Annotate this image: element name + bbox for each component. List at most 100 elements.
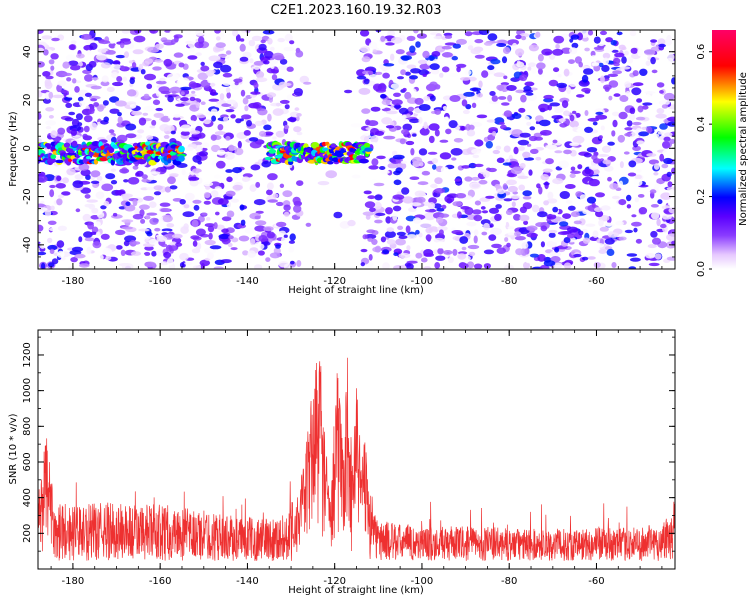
heatmap-cell — [375, 71, 383, 75]
heatmap-cell — [224, 152, 235, 160]
heatmap-cell — [546, 144, 557, 150]
heatmap-cell — [433, 203, 442, 209]
heatmap-cell — [51, 258, 59, 265]
heatmap-cell — [127, 177, 140, 185]
heatmap-cell — [290, 260, 295, 265]
heatmap-cell — [607, 141, 615, 146]
heatmap-cell — [184, 261, 193, 266]
heatmap-cell — [470, 169, 478, 176]
heatmap-cell — [173, 52, 184, 58]
heatmap-cell — [370, 135, 379, 144]
heatmap-cell — [72, 78, 77, 84]
heatmap-cell — [143, 251, 151, 256]
heatmap-cell — [425, 227, 434, 234]
heatmap-cell — [667, 121, 675, 127]
heatmap-cell — [125, 123, 137, 131]
heatmap-cell — [180, 91, 185, 96]
heatmap-cell — [242, 51, 252, 59]
heatmap-cell — [295, 50, 304, 58]
heatmap-cell — [134, 208, 140, 215]
heatmap-cell — [549, 250, 561, 258]
heatmap-cell — [289, 40, 295, 45]
heatmap-cell — [289, 233, 296, 241]
heatmap-cell — [368, 74, 379, 81]
heatmap-y-ticks: -40 -20 0 20 40 — [22, 39, 675, 270]
heatmap-cell — [535, 124, 541, 127]
heatmap-cell — [93, 102, 99, 107]
heatmap-cell — [194, 30, 206, 36]
snr-x-ticks: -180 -160 -140 -120 -100 -80 -60 — [50, 330, 663, 587]
heatmap-cell — [618, 44, 626, 50]
heatmap-cell — [395, 167, 403, 174]
heatmap-cell — [249, 58, 254, 64]
heatmap-cell — [179, 252, 189, 261]
heatmap-cell — [149, 201, 157, 208]
heatmap-cell — [192, 168, 202, 174]
heatmap-cell — [591, 202, 596, 208]
heatmap-cell — [661, 104, 669, 109]
heatmap-cell — [477, 93, 483, 98]
heatmap-cell — [49, 189, 55, 198]
heatmap-signal-cell — [63, 142, 71, 148]
heatmap-cell — [61, 191, 71, 196]
heatmap-cell — [102, 248, 113, 256]
snr-y-ticks: 200 400 600 800 1000 1200 — [22, 336, 675, 570]
heatmap-cell — [55, 183, 66, 189]
heatmap-cell — [436, 46, 444, 51]
y-tick-label: -40 — [22, 237, 33, 253]
x-tick-label: -120 — [323, 276, 346, 287]
heatmap-cell — [213, 222, 218, 230]
heatmap-cell — [179, 199, 186, 205]
heatmap-cell — [422, 50, 430, 59]
heatmap-cell — [627, 172, 637, 177]
heatmap-cell — [266, 182, 274, 190]
heatmap-cell — [644, 49, 656, 56]
heatmap-cell — [635, 238, 643, 244]
heatmap-cell — [450, 148, 463, 156]
heatmap-cell — [135, 170, 144, 177]
heatmap-cell — [118, 206, 127, 210]
heatmap-cell — [375, 146, 381, 151]
heatmap-cell — [398, 235, 408, 240]
heatmap-cell — [567, 205, 576, 211]
heatmap-cell — [569, 173, 576, 179]
heatmap-cell — [538, 103, 550, 112]
heatmap-cell — [601, 64, 610, 73]
heatmap-cell — [109, 108, 120, 114]
heatmap-cell — [43, 98, 51, 104]
heatmap-cell — [38, 112, 42, 120]
heatmap-cell — [583, 68, 594, 75]
heatmap-cell — [100, 233, 110, 240]
heatmap-cell — [666, 34, 672, 43]
heatmap-cell — [391, 99, 403, 106]
heatmap-cell — [208, 232, 213, 240]
heatmap-cell — [391, 36, 403, 44]
heatmap-cell — [573, 30, 580, 34]
heatmap-cell — [656, 218, 661, 227]
heatmap-cell — [386, 110, 398, 115]
heatmap-cell — [517, 175, 529, 179]
heatmap-cell — [360, 30, 370, 37]
heatmap-cell — [602, 52, 611, 59]
heatmap-cell — [504, 237, 509, 242]
heatmap-cell — [296, 260, 302, 267]
heatmap-cell — [372, 49, 377, 53]
heatmap-cell — [232, 167, 243, 174]
heatmap-cell — [531, 66, 537, 74]
heatmap-cell — [462, 109, 470, 115]
heatmap-cell — [221, 103, 232, 107]
heatmap-cell — [466, 221, 477, 227]
heatmap-cell — [481, 252, 489, 258]
heatmap-cell — [658, 99, 670, 106]
heatmap-cell — [656, 82, 665, 88]
heatmap-cell — [75, 208, 81, 213]
heatmap-cell — [396, 115, 406, 122]
y-tick-label: 1000 — [22, 378, 33, 403]
heatmap-cell — [146, 186, 156, 191]
heatmap-cell — [624, 127, 633, 131]
heatmap-cell — [175, 103, 185, 107]
heatmap-cell — [548, 79, 559, 87]
heatmap-cell — [66, 94, 75, 98]
heatmap-cell — [178, 77, 190, 86]
heatmap-cell — [650, 39, 658, 43]
